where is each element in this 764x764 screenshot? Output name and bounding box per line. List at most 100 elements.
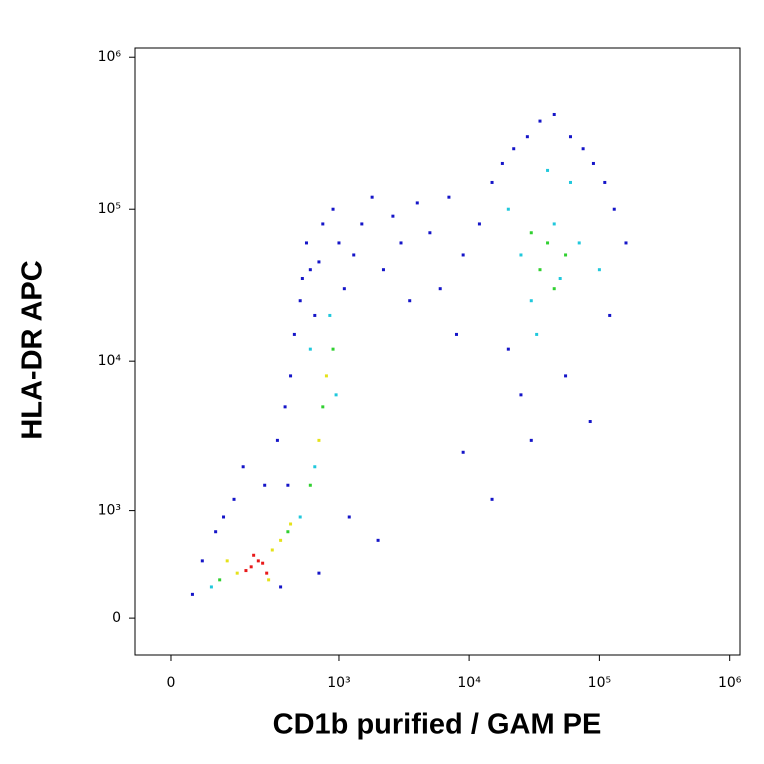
- point: [214, 530, 218, 534]
- point: [519, 393, 523, 397]
- x-tick-label: 10³: [327, 675, 350, 691]
- point: [321, 405, 325, 409]
- x-tick-label: 10⁴: [457, 675, 481, 691]
- point: [624, 241, 628, 245]
- y-axis-title: HLA-DR APC: [17, 260, 49, 439]
- point: [529, 231, 533, 235]
- x-tick-label: 10⁶: [718, 675, 742, 691]
- point: [529, 299, 533, 303]
- point: [597, 268, 601, 272]
- point: [190, 592, 194, 596]
- point: [415, 201, 419, 205]
- point: [235, 571, 239, 575]
- point: [308, 483, 312, 487]
- point: [529, 438, 533, 442]
- point: [300, 277, 304, 281]
- point: [391, 214, 395, 218]
- point: [506, 207, 510, 211]
- point: [608, 313, 612, 317]
- point: [347, 515, 351, 519]
- point: [461, 253, 465, 257]
- point: [490, 497, 494, 501]
- point: [270, 548, 274, 552]
- point: [334, 393, 338, 397]
- point: [538, 268, 542, 272]
- point: [308, 347, 312, 351]
- point: [500, 161, 504, 165]
- x-axis-title: CD1b purified / GAM PE: [273, 709, 602, 741]
- point: [292, 332, 296, 336]
- point: [298, 515, 302, 519]
- point: [352, 253, 356, 257]
- point: [200, 559, 204, 563]
- point: [558, 277, 562, 281]
- point: [525, 135, 529, 139]
- point: [399, 241, 403, 245]
- point: [313, 313, 317, 317]
- point: [218, 578, 222, 582]
- point: [512, 147, 516, 151]
- point: [283, 405, 287, 409]
- point: [313, 465, 317, 469]
- point: [612, 207, 616, 211]
- point: [289, 374, 293, 378]
- point: [581, 147, 585, 151]
- point: [568, 180, 572, 184]
- point: [438, 287, 442, 291]
- point: [331, 207, 335, 211]
- y-tick-label: 10⁶: [98, 49, 122, 65]
- point: [317, 260, 321, 264]
- point: [564, 253, 568, 257]
- point: [279, 585, 283, 589]
- point: [225, 559, 229, 563]
- point: [261, 561, 265, 565]
- point: [286, 530, 290, 534]
- point: [588, 420, 592, 424]
- point: [222, 515, 226, 519]
- point: [256, 559, 260, 563]
- point: [249, 565, 253, 569]
- x-tick-label: 10⁵: [588, 675, 611, 691]
- point: [324, 374, 328, 378]
- point: [321, 222, 325, 226]
- point: [552, 287, 556, 291]
- point: [304, 241, 308, 245]
- y-tick-label: 10⁴: [98, 353, 122, 369]
- x-tick-label: 0: [167, 675, 176, 691]
- point: [289, 522, 293, 526]
- point: [577, 241, 581, 245]
- plot-frame: [134, 47, 741, 656]
- point: [461, 450, 465, 454]
- point: [477, 222, 481, 226]
- point: [538, 119, 542, 123]
- point: [286, 483, 290, 487]
- point: [267, 578, 271, 582]
- point: [568, 135, 572, 139]
- point: [337, 241, 341, 245]
- point: [252, 553, 256, 557]
- point: [370, 195, 374, 199]
- point: [317, 571, 321, 575]
- point: [331, 347, 335, 351]
- point: [232, 497, 236, 501]
- point: [519, 253, 523, 257]
- point: [376, 538, 380, 542]
- point: [535, 332, 539, 336]
- y-tick-label: 0: [112, 610, 121, 626]
- point: [447, 195, 451, 199]
- point: [428, 231, 432, 235]
- point: [408, 299, 412, 303]
- point: [317, 438, 321, 442]
- point: [546, 241, 550, 245]
- point: [244, 569, 248, 573]
- point: [275, 438, 279, 442]
- point: [381, 268, 385, 272]
- point: [263, 483, 267, 487]
- point: [279, 538, 283, 542]
- point: [546, 168, 550, 172]
- point: [360, 222, 364, 226]
- point: [308, 268, 312, 272]
- point: [342, 287, 346, 291]
- point: [591, 161, 595, 165]
